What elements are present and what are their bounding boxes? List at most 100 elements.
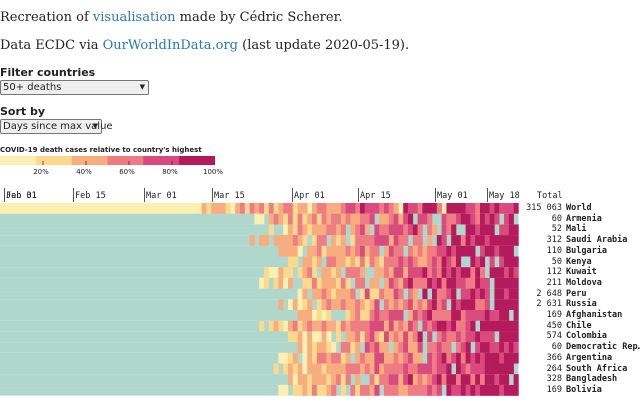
sort-select[interactable]: Days since max value ▼ [0,119,113,134]
heatmap-cell [460,277,466,289]
heatmap-cell [336,277,342,289]
heatmap-cell [451,288,457,300]
heatmap-cell [504,320,510,332]
heatmap-cell [278,320,284,332]
heatmap-cell [436,331,442,343]
heatmap-cell [350,224,356,236]
heatmap-cell [475,331,481,343]
heatmap-cell [374,331,380,343]
heatmap-cell [355,363,361,375]
heatmap-cell [508,384,514,396]
heatmap-cell [264,203,270,214]
heatmap-cell [441,331,447,343]
heatmap-cell [316,342,322,353]
heatmap-cell [456,310,462,321]
heatmap-cell [436,342,442,353]
heatmap-cell [480,320,486,332]
heatmap-cell [456,299,462,311]
heatmap-cell [326,267,332,279]
heatmap-cell [398,374,404,386]
heatmap-cell [484,374,490,386]
heatmap-cell [398,320,404,332]
heatmap-cell [225,203,231,214]
heatmap-cell [331,288,337,300]
heatmap-cell [427,203,433,214]
row-country: Bulgaria [566,245,607,256]
heatmap-cell [446,320,452,332]
owid-link[interactable]: OurWorldInData.org [102,38,239,53]
heatmap-cell [456,331,462,343]
heatmap-cell [422,288,428,300]
heatmap-cell [398,235,404,246]
heatmap-cell [499,331,505,343]
heatmap-cell [264,277,270,289]
source-prefix: Data ECDC via [0,38,103,53]
heatmap-cell [403,342,409,353]
heatmap-cell [384,224,390,236]
heatmap-cell [326,374,332,386]
heatmap-cell [340,320,346,332]
heatmap-cell [388,288,394,300]
heatmap-cell [288,331,294,343]
heatmap-cell [475,256,481,268]
heatmap-cell [403,331,409,343]
heatmap-cell [297,267,303,279]
heatmap-cell [465,203,471,214]
credit-line: Recreation of visualisation made by Cédr… [0,10,343,25]
heatmap-cell [350,363,356,375]
heatmap-cell [331,320,337,332]
heatmap-cell [336,267,342,279]
row-country: Bangladesh [566,374,618,385]
heatmap-cell [398,342,404,353]
heatmap-cell [465,235,471,246]
heatmap-cell [360,224,366,236]
heatmap-cell [374,320,380,332]
heatmap-cell [412,245,418,257]
heatmap-cell [427,277,433,289]
heatmap-cell [489,363,495,375]
sort-label: Sort by [0,105,46,118]
filter-select[interactable]: 50+ deaths ▼ [0,80,149,95]
heatmap-cell [388,224,394,236]
heatmap-cell [484,363,490,375]
heatmap-cell [489,203,495,214]
heatmap-cell [398,288,404,300]
heatmap-cell [345,331,351,343]
visualisation-link[interactable]: visualisation [92,10,176,25]
heatmap-cell [384,299,390,311]
data-source-line: Data ECDC via OurWorldInData.org (last u… [0,38,409,53]
row-total: 169 [546,310,562,320]
heatmap-cell [388,235,394,246]
heatmap-cell [360,235,366,246]
heatmap-cell [475,213,481,225]
heatmap-cell [350,213,356,225]
heatmap-cell [283,224,289,236]
heatmap-cell [470,374,476,386]
heatmap-cell [422,213,428,225]
heatmap-cell [360,331,366,343]
heatmap-cell [412,235,418,246]
heatmap-cell [196,203,202,214]
heatmap-cell [307,320,313,332]
heatmap-cell [484,320,490,332]
heatmap-cell [451,245,457,257]
heatmap-cell [412,288,418,300]
heatmap-cell [499,352,505,364]
heatmap-cell [360,299,366,311]
heatmap-cell [316,203,322,214]
heatmap-cell [211,203,217,214]
heatmap-cell [388,203,394,214]
heatmap-cell [355,213,361,225]
heatmap-cell [307,342,313,353]
heatmap-cell [408,310,414,321]
heatmap-cell [398,245,404,257]
legend-color-bar [0,156,215,165]
heatmap-cell [460,299,466,311]
heatmap-cell [345,374,351,386]
heatmap-cell [369,288,375,300]
heatmap-cell [499,320,505,332]
legend-swatch [143,156,180,165]
heatmap-cell [480,331,486,343]
heatmap-cell [326,331,332,343]
heatmap-cell [340,363,346,375]
